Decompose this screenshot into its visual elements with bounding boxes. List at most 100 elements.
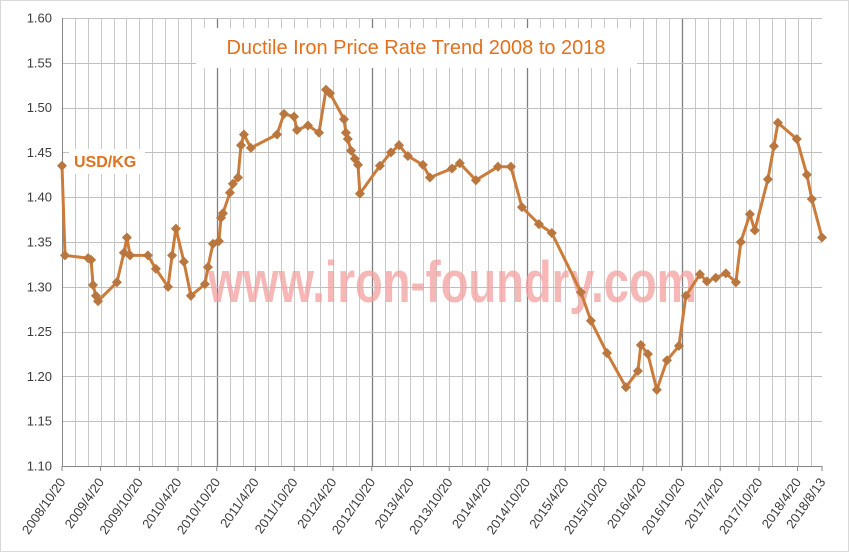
chart-title: Ductile Iron Price Rate Trend 2008 to 20… xyxy=(226,37,605,59)
data-point xyxy=(402,150,413,162)
data-point xyxy=(354,188,365,199)
data-point xyxy=(111,277,122,288)
data-point xyxy=(162,281,174,292)
data-point xyxy=(59,250,71,261)
y-axis-labels: 1.60 1.55 1.50 1.45 1.40 1.35 1.30 1.25 1.20 1.15… xyxy=(27,11,52,474)
unit-label-background xyxy=(69,149,145,174)
data-point xyxy=(632,365,643,377)
y-tick-label: 1.10 xyxy=(27,459,52,474)
data-point xyxy=(585,315,596,326)
data-point xyxy=(806,193,817,205)
data-point xyxy=(533,219,544,230)
y-tick-label: 1.35 xyxy=(27,235,52,250)
data-point xyxy=(801,169,812,180)
data-point xyxy=(762,174,773,185)
data-point xyxy=(772,117,783,128)
y-tick-label: 1.30 xyxy=(27,279,52,294)
data-point xyxy=(661,355,673,366)
data-point xyxy=(768,141,779,152)
data-point xyxy=(642,348,653,360)
axes xyxy=(61,18,823,471)
data-point xyxy=(245,142,256,153)
data-point xyxy=(417,159,428,170)
data-point xyxy=(121,232,132,243)
data-point xyxy=(178,256,189,267)
data-point xyxy=(235,140,247,151)
data-point xyxy=(620,382,631,393)
data-point xyxy=(680,290,691,301)
data-point xyxy=(227,178,238,189)
watermark: www.iron-foundry.com xyxy=(207,250,697,315)
data-point xyxy=(446,163,458,174)
y-tick-label: 1.20 xyxy=(27,369,52,384)
data-point xyxy=(601,348,613,359)
data-point xyxy=(470,175,481,186)
data-point xyxy=(86,254,97,265)
data-point xyxy=(694,269,705,280)
data-point xyxy=(142,250,153,261)
data-point xyxy=(185,290,196,301)
y-tick-label: 1.40 xyxy=(27,190,52,205)
y-tick-label: 1.45 xyxy=(27,145,52,160)
data-point xyxy=(454,158,465,169)
y-tick-label: 1.15 xyxy=(27,414,52,429)
data-point xyxy=(118,247,129,258)
data-point xyxy=(575,287,586,298)
data-point xyxy=(167,250,178,261)
data-point xyxy=(492,161,504,172)
data-point xyxy=(701,276,712,287)
data-point xyxy=(791,133,802,145)
data-point xyxy=(720,268,731,279)
data-point xyxy=(232,172,244,183)
data-point xyxy=(324,88,336,99)
data-point xyxy=(170,223,181,234)
data-point xyxy=(673,340,684,351)
data-point xyxy=(374,160,385,171)
data-point xyxy=(199,279,210,290)
data-point xyxy=(87,279,99,291)
data-point xyxy=(651,384,662,395)
data-point xyxy=(735,236,746,248)
data-point xyxy=(749,225,760,236)
data-point xyxy=(816,232,828,243)
data-point xyxy=(730,277,741,288)
y-tick-label: 1.55 xyxy=(27,55,52,70)
data-point xyxy=(150,263,161,274)
y-tick-label: 1.50 xyxy=(27,100,52,115)
y-tick-label: 1.25 xyxy=(27,324,52,339)
data-point xyxy=(352,159,364,170)
data-point xyxy=(338,114,350,125)
title-background xyxy=(196,28,637,68)
data-point xyxy=(393,140,405,151)
series-group xyxy=(56,84,828,395)
data-point xyxy=(288,111,300,122)
data-point xyxy=(313,127,325,138)
unit-label: USD/KG xyxy=(74,154,136,171)
data-point xyxy=(125,250,136,261)
data-point xyxy=(202,262,213,273)
data-point xyxy=(345,145,357,156)
data-point xyxy=(291,124,303,136)
data-point xyxy=(224,187,235,198)
data-point xyxy=(424,172,435,183)
data-point xyxy=(635,339,646,351)
data-point xyxy=(217,208,228,219)
data-point xyxy=(342,133,353,145)
data-point xyxy=(710,272,721,283)
data-point xyxy=(302,120,314,131)
data-point xyxy=(92,296,104,307)
data-point xyxy=(213,236,224,247)
data-point xyxy=(546,227,557,239)
data-point xyxy=(744,209,755,220)
y-tick-label: 1.60 xyxy=(27,11,52,26)
data-point xyxy=(238,129,249,140)
data-point xyxy=(385,147,396,158)
data-point xyxy=(505,161,516,172)
data-point xyxy=(271,129,283,140)
data-point xyxy=(56,160,68,171)
data-point xyxy=(278,108,290,119)
data-point xyxy=(516,202,527,213)
